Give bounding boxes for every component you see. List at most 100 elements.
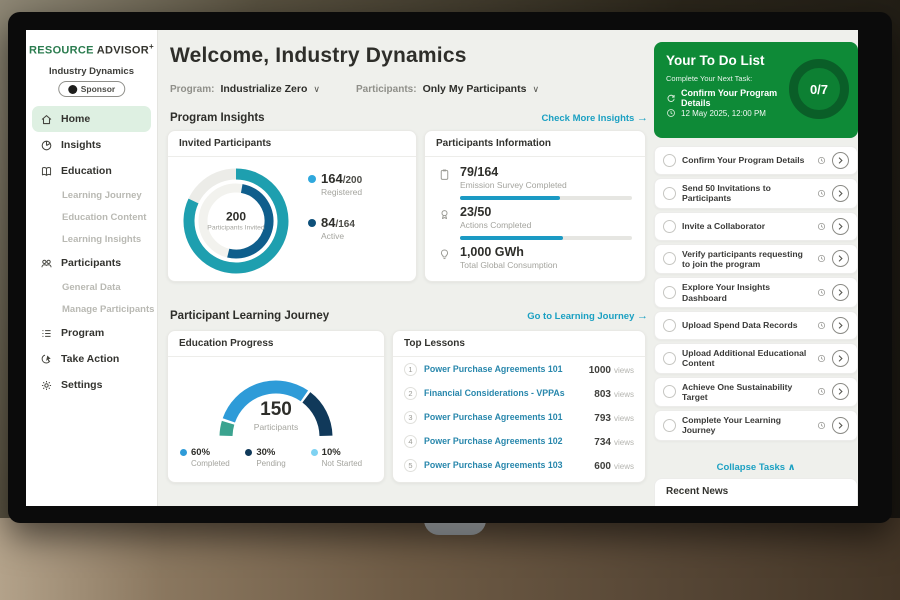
legend-dot-icon [308,218,316,227]
learning-journey-title: Participant Learning Journey [170,310,330,322]
task-open-button[interactable] [832,250,849,268]
lesson-rank: 5 [404,458,417,472]
task-checkbox[interactable] [663,385,676,399]
lesson-rank: 3 [404,410,417,424]
task-open-button[interactable] [832,184,849,202]
gauge-center-value: 150 [260,399,292,420]
sidebar-item-education[interactable]: Education [26,158,157,184]
legend-dot-icon [180,449,187,456]
filter-bar: Program: Industrialize Zero ∨ Participan… [170,83,539,95]
lesson-title-link[interactable]: Financial Considerations - VPPAs [424,388,565,398]
go-to-learning-journey-link[interactable]: Go to Learning Journey → [527,310,648,322]
clipboard-icon [438,168,451,181]
sidebar-item-label: Program [61,327,105,339]
check-more-insights-link[interactable]: Check More Insights → [541,112,648,124]
task-open-button[interactable] [832,284,849,302]
task-checkbox[interactable] [663,318,676,332]
lesson-row: 1 Power Purchase Agreements 101 1000 views [393,357,645,381]
clock-icon [817,254,826,263]
lesson-title-link[interactable]: Power Purchase Agreements 101 [424,412,563,422]
action-icon [40,353,53,366]
task-checkbox[interactable] [663,154,676,167]
clock-icon [817,421,826,430]
todo-task-achieve-one-sustainability-target: Achieve One Sustainability Target [654,376,858,408]
education-icon [40,165,53,178]
lesson-views: 734 [594,437,611,448]
donut-legend: 164/200 Registered 84/164 Active [308,171,362,259]
donut-legend-registered: 164/200 Registered [308,171,362,197]
clock-icon [817,288,826,297]
sidebar-item-insights[interactable]: Insights [26,132,157,158]
program-filter[interactable]: Program: Industrialize Zero ∨ [170,83,320,95]
insights-icon [40,139,53,152]
sidebar-subitem-manage-participants[interactable]: Manage Participants [62,303,155,315]
task-open-button[interactable] [832,349,849,367]
sidebar-item-participants[interactable]: Participants [26,250,157,276]
todo-title: Your To Do List [666,53,765,68]
education-legend: 60% Completed 30% Pending 10% Not Started [180,447,376,468]
lesson-rank: 1 [404,362,417,376]
sidebar-subitem-general-data[interactable]: General Data [62,281,121,293]
task-checkbox[interactable] [663,186,676,200]
task-open-button[interactable] [832,416,849,434]
task-open-button[interactable] [832,316,849,334]
task-checkbox[interactable] [663,351,676,365]
sidebar-subitem-learning-insights[interactable]: Learning Insights [62,233,142,245]
metric-total-global-consumption: 1,000 GWh Total Global Consumption [438,245,632,270]
sidebar-item-take-action[interactable]: Take Action [26,346,157,372]
task-label: Upload Additional Educational Content [682,347,807,369]
task-label: Achieve One Sustainability Target [682,381,793,402]
clock-icon [817,387,826,396]
task-open-button[interactable] [832,383,849,401]
program-insights-title: Program Insights [170,112,265,124]
sidebar-subitem-learning-journey[interactable]: Learning Journey [62,189,142,201]
todo-column: Your To Do List Complete Your Next Task:… [654,30,858,506]
sidebar-item-settings[interactable]: Settings [26,372,157,398]
arrow-right-icon: → [637,310,648,322]
donut-svg [183,168,289,274]
todo-subtitle: Complete Your Next Task: [666,74,753,83]
app-logo: RESOURCE ADVISOR+ [26,42,157,57]
task-open-button[interactable] [832,217,849,235]
todo-task-confirm-your-program-details: Confirm Your Program Details [654,146,858,175]
participants-filter-label: Participants: [355,83,417,95]
sidebar-item-program[interactable]: Program [26,320,157,346]
task-checkbox[interactable] [663,286,676,300]
sidebar-item-label: Home [61,113,91,125]
program-insights-header: Program Insights Check More Insights → [170,112,648,124]
lesson-row: 3 Power Purchase Agreements 101 793 views [393,405,645,429]
task-open-button[interactable] [832,152,849,169]
gauge-center-label: Participants [253,422,299,432]
sidebar-item-home[interactable]: Home [32,106,151,132]
sidebar-subitem-education-content[interactable]: Education Content [62,211,147,223]
lesson-title-link[interactable]: Power Purchase Agreements 102 [424,436,563,446]
task-label: Complete Your Learning Journey [682,415,781,436]
chevron-down-icon: ∨ [532,83,540,94]
donut-center-value: 200 [225,209,247,224]
badge-icon [438,208,451,221]
dashboard-screen: RESOURCE ADVISOR+ Industry Dynamics Spon… [26,30,858,506]
collapse-tasks-link[interactable]: Collapse Tasks ∧ [716,462,796,473]
settings-icon [40,379,53,392]
task-checkbox[interactable] [663,418,676,432]
participants-information-title: Participants Information [425,131,645,157]
task-checkbox[interactable] [663,252,676,266]
logo-plus: + [148,42,154,51]
task-checkbox[interactable] [663,219,676,233]
recent-news-card: Recent News [654,478,858,506]
lesson-views: 793 [594,413,611,424]
todo-task-upload-additional-educational-content: Upload Additional Educational Content [654,342,858,374]
invited-participants-title: Invited Participants [168,131,416,157]
sidebar-item-label: Insights [61,139,102,151]
task-label: Upload Spend Data Records [682,320,798,331]
lesson-title-link[interactable]: Power Purchase Agreements 101 [424,364,563,374]
invited-participants-card: Invited Participants 200 Participants In… [167,130,417,282]
participants-filter[interactable]: Participants: Only My Participants ∨ [356,83,539,95]
sponsor-badge-label: Sponsor [80,84,116,94]
sidebar-item-label: Education [61,165,112,177]
lesson-title-link[interactable]: Power Purchase Agreements 103 [424,460,563,470]
sponsor-badge[interactable]: Sponsor [57,81,126,97]
bulb-icon [438,248,451,261]
learning-journey-header: Participant Learning Journey Go to Learn… [170,310,648,322]
